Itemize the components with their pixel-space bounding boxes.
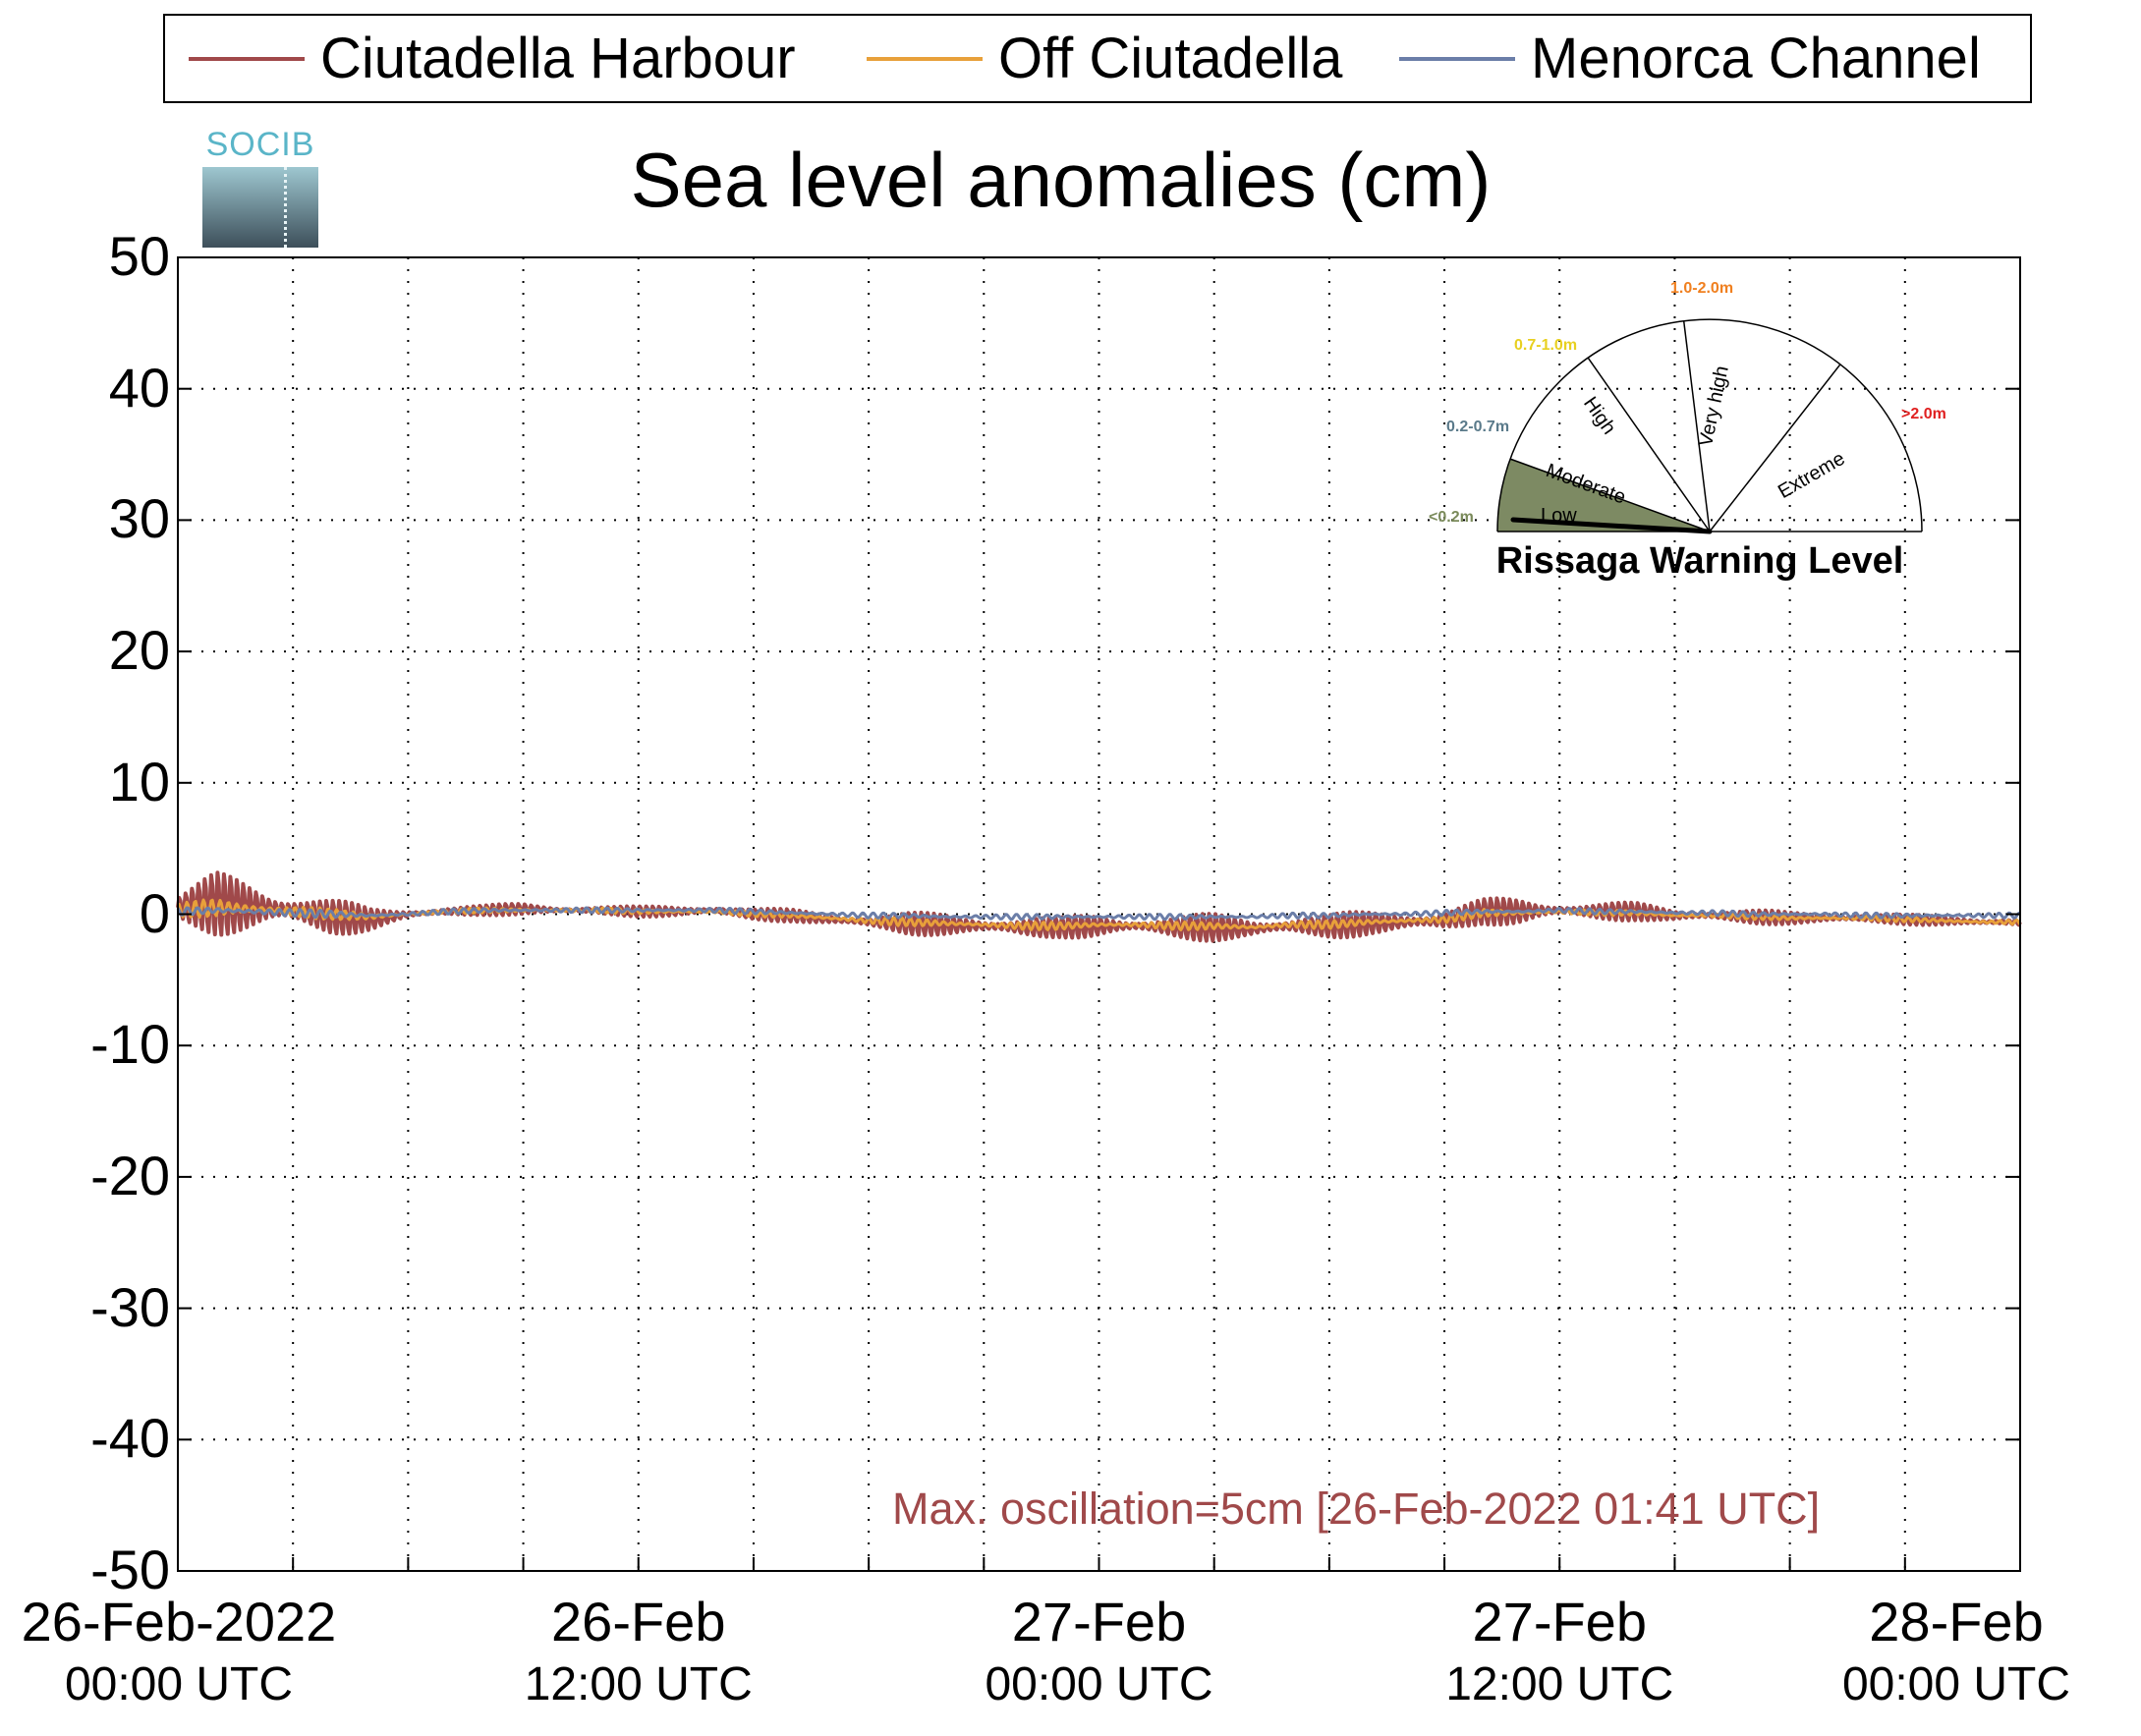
y-tick-label: -40 (90, 1407, 170, 1470)
x-tick-label: 27-Feb 12:00 UTC (1373, 1590, 1746, 1711)
legend-label: Off Ciutadella (998, 27, 1343, 90)
chart-grid (178, 257, 2020, 1571)
x-tick-label: 26-Feb 12:00 UTC (452, 1590, 825, 1711)
chart-title-text: Sea level anomalies (cm) (630, 137, 1492, 223)
axis-ticks (178, 256, 2020, 1572)
legend-swatch (867, 56, 983, 61)
logo-graphic (202, 167, 318, 248)
gauge-needle (1510, 517, 1713, 534)
gauge-range-high: 0.7-1.0m (1514, 337, 1578, 354)
gauge-divider (1682, 320, 1711, 532)
gauge-range-very-high: 1.0-2.0m (1670, 280, 1734, 297)
y-tick-label: -30 (90, 1275, 170, 1338)
gauge-arc (1496, 318, 1923, 532)
legend-item-menorca-channel: Menorca Channel (1399, 16, 1981, 101)
x-tick-label: 28-Feb 00:00 UTC (1770, 1590, 2141, 1711)
x-tick-date: 27-Feb (1472, 1591, 1647, 1652)
x-tick-date: 27-Feb (1011, 1591, 1187, 1652)
y-tick-label: 40 (108, 356, 170, 419)
legend-swatch (189, 56, 305, 61)
gauge-divider (1709, 364, 1841, 532)
gauge-range-moderate: 0.2-0.7m (1446, 419, 1510, 435)
socib-logo: SOCIB (199, 126, 321, 248)
y-tick-label: 50 (108, 225, 170, 287)
x-tick-time: 12:00 UTC (524, 1658, 753, 1710)
gauge-range-extreme: >2.0m (1901, 406, 1946, 422)
y-tick-label: -20 (90, 1144, 170, 1206)
legend-label: Ciutadella Harbour (320, 27, 796, 90)
logo-stripe (284, 167, 290, 248)
gauge-divider (1509, 458, 1711, 532)
x-tick-time: 12:00 UTC (1445, 1658, 1674, 1710)
chart-legend: Ciutadella Harbour Off Ciutadella Menorc… (163, 14, 2032, 103)
y-tick-label: 30 (108, 487, 170, 550)
y-tick-label: -10 (90, 1013, 170, 1076)
x-tick-date: 26-Feb-2022 (21, 1591, 337, 1652)
chart-series (176, 870, 2022, 943)
legend-label: Menorca Channel (1531, 27, 1981, 90)
x-tick-label: 27-Feb 00:00 UTC (913, 1590, 1286, 1711)
x-tick-label: 26-Feb-2022 00:00 UTC (0, 1590, 366, 1711)
chart-title: Sea level anomalies (cm) (0, 136, 2141, 225)
x-tick-time: 00:00 UTC (985, 1658, 1213, 1710)
gauge-range-low: <0.2m (1429, 509, 1474, 526)
x-tick-time: 00:00 UTC (64, 1658, 294, 1710)
y-tick-label: 10 (108, 750, 170, 812)
x-tick-date: 28-Feb (1869, 1591, 2044, 1652)
y-tick-label: -50 (90, 1539, 170, 1600)
gauge-title: Rissaga Warning Level (1495, 540, 1904, 582)
y-tick-label: 0 (139, 881, 170, 944)
legend-swatch (1399, 56, 1515, 61)
max-oscillation-annotation: Max. oscillation=5cm [26-Feb-2022 01:41 … (892, 1484, 1821, 1534)
x-tick-date: 26-Feb (551, 1591, 726, 1652)
logo-text: SOCIB (205, 126, 315, 163)
series-line-menorca-channel (176, 906, 2021, 922)
gauge-active-sector (1497, 459, 1710, 532)
x-tick-time: 00:00 UTC (1841, 1658, 2071, 1710)
legend-item-off-ciutadella: Off Ciutadella (867, 16, 1342, 101)
legend-item-ciutadella-harbour: Ciutadella Harbour (189, 16, 796, 101)
y-tick-label: 20 (108, 619, 170, 682)
gauge-divider (1587, 357, 1711, 532)
rissaga-gauge (1496, 318, 1923, 534)
gauge-sector-low: Low (1541, 505, 1577, 527)
